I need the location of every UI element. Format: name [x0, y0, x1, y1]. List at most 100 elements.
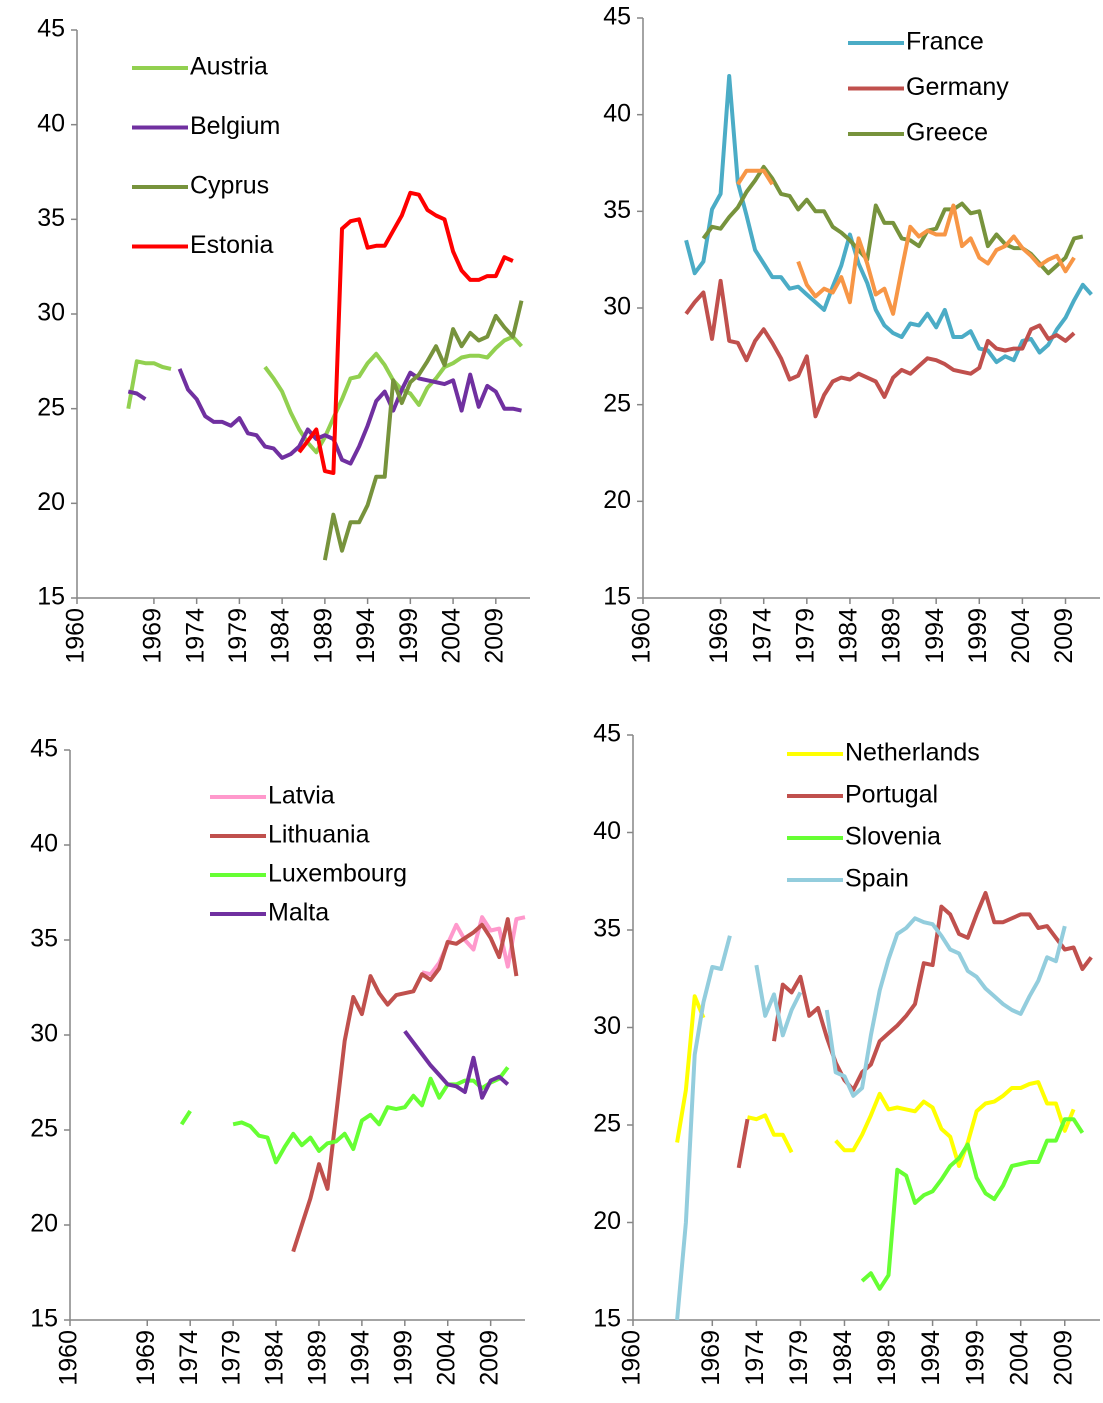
y-tick-label: 40	[37, 109, 65, 137]
x-tick-label: 1979	[791, 608, 819, 664]
x-tick-label: 1999	[964, 608, 992, 664]
x-tick-label: 1994	[917, 1330, 945, 1386]
y-tick-label: 45	[37, 15, 65, 43]
legend-label: Greece	[906, 119, 988, 147]
x-tick-label: 2009	[480, 608, 508, 664]
x-tick-label: 1994	[352, 608, 380, 664]
y-tick-label: 35	[593, 915, 621, 943]
y-tick-label: 25	[37, 393, 65, 421]
series-line	[736, 168, 1076, 316]
x-tick-label: 1989	[309, 608, 337, 664]
legend-label: Portugal	[845, 781, 938, 809]
x-tick-label: 2004	[432, 1330, 460, 1386]
y-tick-label: 20	[30, 1210, 58, 1238]
x-tick-label: 2009	[475, 1330, 503, 1386]
x-tick-label: 2009	[1049, 1330, 1077, 1386]
x-tick-label: 1979	[218, 1330, 246, 1386]
x-tick-label: 1979	[785, 1330, 813, 1386]
series-line	[297, 190, 514, 475]
series-line	[179, 1066, 510, 1165]
x-tick-label: 1969	[132, 1330, 160, 1386]
series-line	[860, 1117, 1085, 1291]
y-tick-label: 20	[603, 486, 631, 514]
x-tick-label: 1969	[697, 1330, 725, 1386]
x-tick-label: 1974	[748, 608, 776, 664]
x-tick-label: 1984	[835, 608, 863, 664]
x-tick-label: 1960	[55, 1330, 83, 1386]
series-line	[675, 994, 1076, 1168]
y-tick-label: 40	[30, 830, 58, 858]
legend-label: Latvia	[268, 782, 335, 810]
y-tick-label: 30	[603, 293, 631, 321]
legend-label: Luxembourg	[268, 860, 407, 888]
x-tick-label: 2004	[1007, 608, 1035, 664]
legend-label: France	[906, 28, 984, 56]
x-tick-label: 1960	[628, 608, 656, 664]
y-tick-label: 40	[603, 99, 631, 127]
legend-label: Slovenia	[845, 823, 941, 851]
series-line	[736, 891, 1093, 1169]
y-tick-label: 15	[593, 1305, 621, 1333]
y-tick-label: 15	[30, 1305, 58, 1333]
x-tick-label: 1974	[181, 608, 209, 664]
x-tick-label: 1999	[961, 1330, 989, 1386]
series-line	[322, 300, 524, 561]
series-line	[701, 164, 1084, 276]
legend-label: Belgium	[190, 112, 280, 140]
series-line	[675, 916, 1067, 1321]
y-tick-label: 35	[30, 925, 58, 953]
y-tick-label: 25	[30, 1115, 58, 1143]
y-tick-label: 25	[593, 1110, 621, 1138]
y-tick-label: 15	[37, 583, 65, 611]
x-tick-label: 1960	[62, 608, 90, 664]
x-tick-label: 1984	[829, 1330, 857, 1386]
y-tick-label: 35	[603, 196, 631, 224]
legend-label: Cyprus	[190, 172, 269, 200]
x-tick-label: 1974	[741, 1330, 769, 1386]
y-tick-label: 30	[30, 1020, 58, 1048]
x-tick-label: 1989	[873, 1330, 901, 1386]
x-tick-label: 1999	[389, 1330, 417, 1386]
series-line	[684, 74, 1093, 365]
x-tick-label: 1969	[705, 608, 733, 664]
legend-label: Estonia	[190, 231, 273, 259]
y-tick-label: 45	[593, 720, 621, 748]
legend-label: Austria	[190, 53, 268, 81]
x-tick-label: 1994	[346, 1330, 374, 1386]
y-tick-label: 25	[603, 389, 631, 417]
y-tick-label: 30	[37, 299, 65, 327]
panel: 15 20 25 30 35 40 45 1960 1969 1974 1979 1984 1989 19…	[593, 720, 1100, 1386]
x-tick-label: 1989	[878, 608, 906, 664]
x-tick-label: 1960	[618, 1330, 646, 1386]
legend-label: Malta	[268, 899, 329, 927]
legend-label: Lithuania	[268, 821, 370, 849]
y-tick-label: 45	[30, 735, 58, 763]
series-line	[403, 1029, 510, 1100]
y-tick-label: 20	[37, 488, 65, 516]
panel: 15 20 25 30 35 40 45 1960 1969 1974 1979 1984 1989 19…	[603, 3, 1100, 664]
y-tick-label: 40	[593, 817, 621, 845]
x-tick-label: 1994	[921, 608, 949, 664]
x-tick-label: 1999	[395, 608, 423, 664]
x-tick-label: 1984	[267, 608, 295, 664]
series-line	[291, 917, 519, 1253]
y-tick-label: 15	[603, 583, 631, 611]
x-tick-label: 2009	[1050, 608, 1078, 664]
series-line	[127, 368, 522, 466]
legend-label: Netherlands	[845, 739, 980, 767]
y-tick-label: 45	[603, 3, 631, 31]
x-tick-label: 1989	[304, 1330, 332, 1386]
series-line	[684, 278, 1076, 419]
y-tick-label: 20	[593, 1207, 621, 1235]
x-tick-label: 1984	[261, 1330, 289, 1386]
x-tick-label: 1974	[175, 1330, 203, 1386]
y-tick-label: 30	[593, 1012, 621, 1040]
y-tick-label: 35	[37, 204, 65, 232]
panel: 15 20 25 30 35 40 45 1960 1969 1974 1979 1984 1989 19…	[30, 735, 526, 1386]
x-tick-label: 2004	[1005, 1330, 1033, 1386]
x-tick-label: 1969	[139, 608, 167, 664]
legend-label: Spain	[845, 865, 909, 893]
x-tick-label: 1979	[224, 608, 252, 664]
panel: 15 20 25 30 35 40 45 1960 1969 1974 1979 1984 1989 19…	[37, 15, 530, 664]
